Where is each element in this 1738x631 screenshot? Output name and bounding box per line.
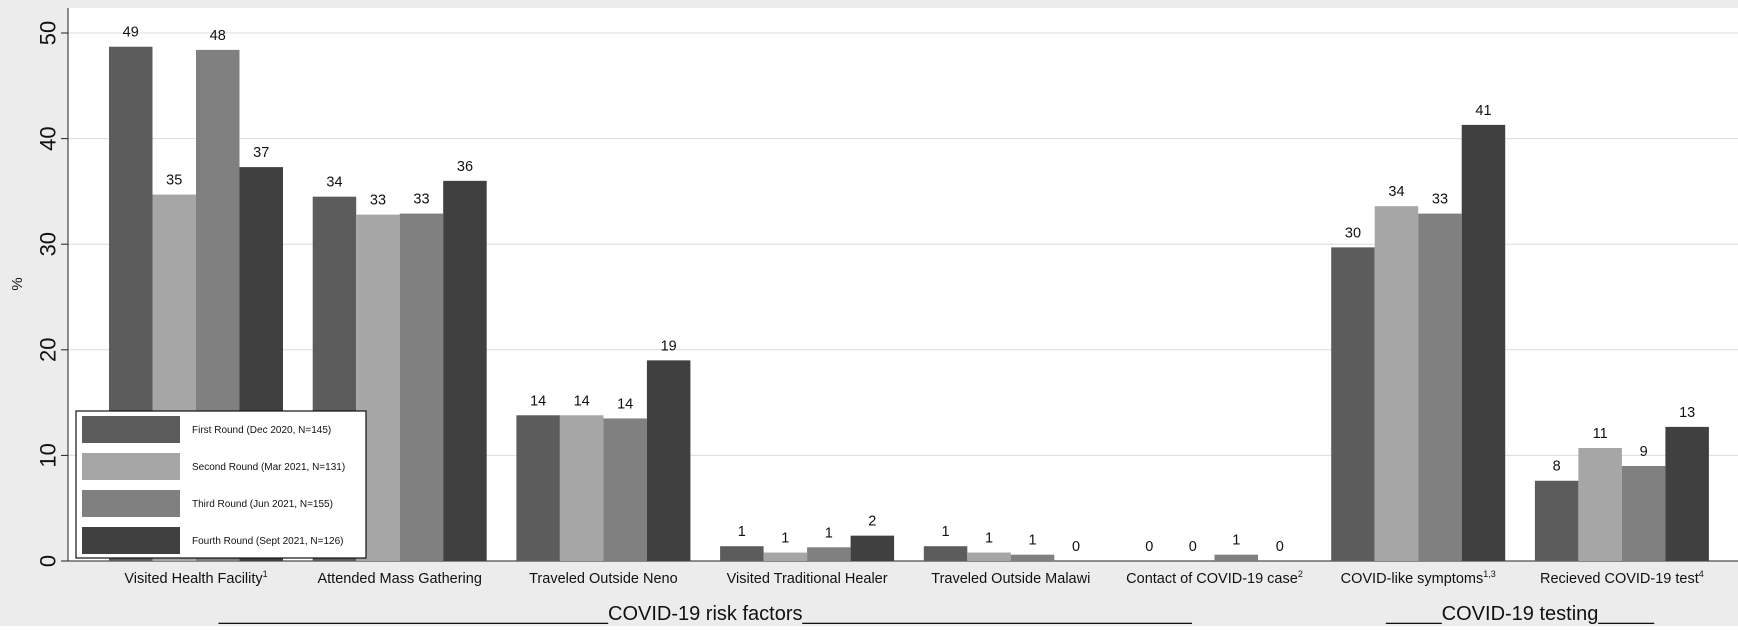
- data-label: 19: [661, 338, 677, 354]
- bar: [399, 213, 444, 562]
- data-label: 14: [530, 393, 546, 409]
- data-label: 33: [370, 193, 386, 209]
- data-label: 1: [985, 531, 993, 547]
- x-tick-label-text: Visited Health Facility: [124, 571, 263, 587]
- y-axis-label: %: [9, 277, 26, 290]
- data-label: 0: [1189, 539, 1197, 555]
- bar: [1374, 206, 1419, 561]
- bar: [923, 546, 968, 561]
- x-tick-superscript: 1,3: [1483, 569, 1496, 579]
- data-label: 0: [1145, 539, 1153, 555]
- bar: [720, 546, 764, 561]
- data-label: 13: [1679, 405, 1695, 421]
- x-tick-label-text: COVID-like symptoms: [1341, 571, 1484, 587]
- legend-label: Second Round (Mar 2021, N=131): [192, 462, 345, 473]
- x-tick-label: Recieved COVID-19 test4: [1540, 569, 1704, 587]
- y-tick-label: 50: [36, 21, 61, 45]
- data-label: 14: [574, 393, 590, 409]
- bar: [1214, 554, 1258, 561]
- bars: [109, 46, 1709, 562]
- data-label: 11: [1593, 426, 1608, 442]
- bar: [1010, 554, 1055, 561]
- y-ticks: 0 10 20 30 40 50: [36, 21, 68, 567]
- bar: [1331, 247, 1375, 562]
- x-tick-label: Traveled Outside Malawi: [931, 571, 1090, 587]
- data-label: 14: [617, 396, 633, 412]
- legend-label: Fourth Round (Sept 2021, N=126): [192, 536, 343, 547]
- x-tick-superscript: 4: [1699, 569, 1704, 579]
- data-label: 41: [1475, 103, 1491, 119]
- data-label: 1: [825, 525, 833, 541]
- bar: [1534, 480, 1579, 561]
- x-tick-label-text: Recieved COVID-19 test: [1540, 571, 1699, 587]
- x-tick-superscript: 1: [263, 569, 268, 579]
- y-tick-label: 10: [36, 443, 61, 467]
- bar: [603, 418, 647, 561]
- x-tick-label-text: Contact of COVID-19 case: [1126, 571, 1298, 587]
- y-tick-label: 30: [36, 232, 61, 256]
- legend-swatch: [82, 527, 180, 554]
- data-label: 2: [868, 514, 876, 530]
- bar: [807, 547, 851, 561]
- y-tick-label: 20: [36, 338, 61, 362]
- x-tick-label: COVID-like symptoms1,3: [1341, 569, 1496, 587]
- bar: [850, 535, 895, 561]
- bar: [967, 552, 1011, 561]
- legend-label: Third Round (Jun 2021, N=155): [192, 499, 333, 510]
- bar: [1578, 448, 1622, 561]
- y-tick-label: 0: [36, 555, 61, 567]
- bar: [1418, 213, 1462, 562]
- x-tick-label-text: Traveled Outside Neno: [529, 571, 678, 587]
- x-tick-label-text: Attended Mass Gathering: [317, 571, 481, 587]
- x-tick-superscript: 2: [1298, 569, 1303, 579]
- legend: First Round (Dec 2020, N=145) Second Roun…: [75, 410, 367, 559]
- data-label: 36: [457, 159, 473, 175]
- x-tick-label: Traveled Outside Neno: [529, 571, 678, 587]
- x-tick-labels: Visited Health Facility1 Attended Mass Ga…: [124, 569, 1703, 587]
- legend-swatch: [82, 453, 180, 480]
- bar: [1461, 124, 1506, 561]
- group-label: ___________________________________COVID…: [218, 603, 1193, 625]
- data-label: 1: [738, 524, 746, 540]
- data-label: 1: [1232, 533, 1240, 549]
- bar: [1621, 465, 1666, 561]
- data-label: 33: [1432, 192, 1448, 208]
- data-label: 49: [123, 25, 139, 41]
- x-tick-label: Contact of COVID-19 case2: [1126, 569, 1303, 587]
- data-label: 1: [781, 531, 789, 547]
- bar: [1665, 426, 1709, 561]
- legend-swatch: [82, 490, 180, 517]
- x-tick-label: Attended Mass Gathering: [317, 571, 481, 587]
- data-label: 48: [210, 28, 226, 44]
- data-label: 8: [1553, 459, 1561, 475]
- data-label: 1: [1029, 533, 1037, 549]
- x-tick-label: Visited Traditional Healer: [727, 571, 888, 587]
- data-label: 34: [326, 175, 342, 191]
- bar: [763, 552, 808, 561]
- data-label: 30: [1345, 225, 1361, 241]
- x-tick-label: Visited Health Facility1: [124, 569, 267, 587]
- legend-label: First Round (Dec 2020, N=145): [192, 425, 331, 436]
- bar: [559, 415, 604, 561]
- data-label: 0: [1276, 539, 1284, 555]
- data-label: 37: [253, 145, 269, 161]
- y-tick-label: 40: [36, 126, 61, 150]
- x-tick-label-text: Visited Traditional Healer: [727, 571, 888, 587]
- group-label: _____COVID-19 testing_____: [1385, 603, 1655, 625]
- data-label: 1: [942, 524, 950, 540]
- x-tick-label-text: Traveled Outside Malawi: [931, 571, 1090, 587]
- legend-swatch: [82, 416, 180, 443]
- bar: [443, 180, 487, 561]
- bar: [646, 360, 691, 561]
- group-labels: ___________________________________COVID…: [218, 603, 1655, 625]
- data-label: 0: [1072, 539, 1080, 555]
- data-label: 35: [166, 173, 182, 189]
- bar: [516, 415, 560, 561]
- data-label: 9: [1640, 444, 1648, 460]
- data-label: 34: [1388, 184, 1404, 200]
- data-label: 33: [413, 192, 429, 208]
